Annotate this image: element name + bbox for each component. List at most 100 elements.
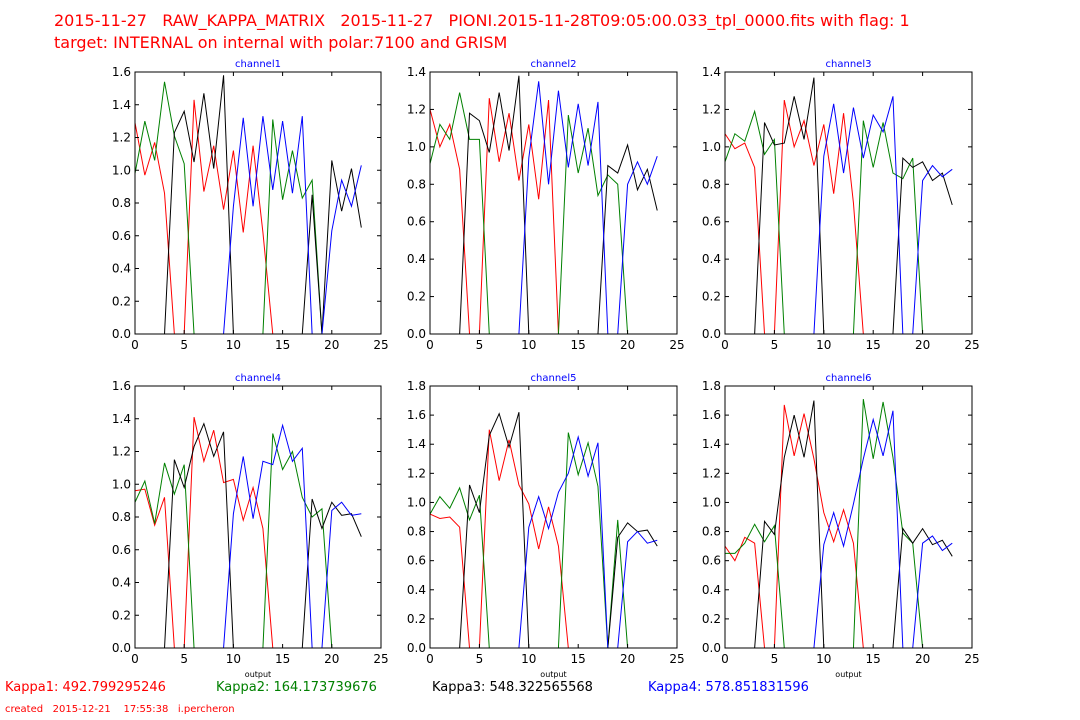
chart-channel4: channel4 0 5 10 15 20 25 0.0 0.2 0.4 0.6 0.8 1.0 1.2 1…	[112, 373, 389, 679]
x-tick-label: 15	[275, 652, 290, 666]
x-tick-label: 10	[816, 652, 831, 666]
y-tick-label: 0.2	[112, 608, 131, 622]
x-tick-label: 25	[373, 652, 388, 666]
y-tick-label: 0.2	[702, 290, 721, 304]
x-tick-label: 10	[521, 652, 536, 666]
x-tick-label: 0	[426, 652, 434, 666]
y-tick-label: 1.2	[702, 102, 721, 116]
y-tick-label: 1.2	[702, 466, 721, 480]
y-tick-label: 1.6	[112, 379, 131, 393]
x-tick-label: 25	[669, 338, 684, 352]
x-tick-label: 25	[964, 652, 979, 666]
series-line-red	[429, 429, 658, 649]
y-tick-label: 0.2	[407, 290, 426, 304]
y-tick-label: 0.8	[702, 177, 721, 191]
x-tick-label: 10	[521, 338, 536, 352]
x-tick-label: 0	[131, 652, 139, 666]
kappa1-value: Kappa1: 492.799295246	[5, 680, 166, 695]
series-line-blue	[135, 423, 362, 649]
y-tick-label: 1.4	[407, 65, 426, 79]
plot-frame	[429, 385, 678, 649]
x-axis-label: output	[835, 670, 861, 679]
series-line-black	[725, 77, 953, 335]
series-line-red	[134, 417, 362, 649]
y-tick-label: 1.0	[407, 140, 426, 154]
y-tick-label: 1.0	[407, 495, 426, 509]
y-tick-label: 1.2	[407, 466, 426, 480]
x-tick-label: 5	[771, 338, 779, 352]
chart-channel5: channel5 0 5 10 15 20 25 0.0 0.2 0.4 0.6 0.8 1.0 1.2 1…	[407, 373, 685, 679]
series-line-black	[135, 75, 362, 335]
x-tick-label: 25	[964, 338, 979, 352]
y-tick-label: 1.6	[702, 408, 721, 422]
y-tick-label: 0.4	[407, 252, 426, 266]
x-tick-label: 0	[426, 338, 434, 352]
plot-frame	[724, 71, 973, 335]
report-header-line1: 2015-11-27 RAW_KAPPA_MATRIX 2015-11-27 P…	[54, 11, 910, 30]
y-tick-label: 0.6	[702, 215, 721, 229]
chart-title: channel5	[531, 373, 577, 384]
y-tick-label: 0.4	[407, 583, 426, 597]
y-tick-label: 0.8	[112, 196, 131, 210]
y-tick-label: 1.2	[112, 445, 131, 459]
x-tick-label: 5	[180, 338, 188, 352]
chart-title: channel3	[826, 59, 872, 70]
x-tick-label: 20	[915, 338, 930, 352]
y-tick-label: 1.8	[702, 379, 721, 393]
chart-title: channel6	[826, 373, 872, 384]
y-tick-label: 0.0	[407, 327, 426, 341]
series-line-blue	[135, 116, 362, 335]
x-tick-label: 25	[373, 338, 388, 352]
y-tick-label: 0.4	[112, 262, 131, 276]
y-tick-label: 0.0	[702, 327, 721, 341]
x-axis-label: output	[540, 670, 566, 679]
series-line-blue	[430, 434, 658, 649]
y-tick-label: 0.2	[407, 612, 426, 626]
y-tick-label: 0.8	[407, 525, 426, 539]
y-tick-label: 1.8	[407, 379, 426, 393]
y-tick-label: 1.0	[112, 477, 131, 491]
y-tick-label: 0.4	[702, 252, 721, 266]
y-tick-label: 0.6	[407, 215, 426, 229]
x-tick-label: 20	[324, 652, 339, 666]
report-header-line2: target: INTERNAL on internal with polar:…	[54, 33, 508, 52]
kappa2-value: Kappa2: 164.173739676	[216, 680, 377, 695]
y-tick-label: 1.2	[112, 131, 131, 145]
chart-title: channel1	[235, 59, 281, 70]
y-tick-label: 0.6	[112, 229, 131, 243]
x-tick-label: 20	[620, 652, 635, 666]
y-tick-label: 0.6	[407, 554, 426, 568]
x-tick-label: 20	[915, 652, 930, 666]
y-tick-label: 0.8	[112, 510, 131, 524]
plot-frame	[724, 385, 973, 649]
x-tick-label: 10	[816, 338, 831, 352]
y-tick-label: 0.2	[112, 294, 131, 308]
chart-title: channel4	[235, 373, 281, 384]
y-tick-label: 1.6	[407, 408, 426, 422]
y-tick-label: 1.4	[112, 98, 131, 112]
series-line-green	[429, 432, 658, 649]
x-tick-label: 0	[131, 338, 139, 352]
kappa3-value: Kappa3: 548.322565568	[432, 680, 593, 695]
x-tick-label: 15	[866, 338, 881, 352]
series-line-red	[134, 99, 362, 335]
x-tick-label: 15	[571, 338, 586, 352]
y-tick-label: 1.0	[702, 495, 721, 509]
y-tick-label: 1.4	[407, 437, 426, 451]
plot-frame	[429, 71, 678, 335]
y-tick-label: 0.0	[112, 641, 131, 655]
x-tick-label: 20	[324, 338, 339, 352]
y-tick-label: 0.6	[702, 554, 721, 568]
y-tick-label: 0.4	[112, 576, 131, 590]
y-tick-label: 0.0	[702, 641, 721, 655]
y-tick-label: 1.0	[702, 140, 721, 154]
y-tick-label: 0.8	[702, 525, 721, 539]
chart-channel3: channel3 0 5 10 15 20 25 0.0 0.2 0.4 0.6 0.8 1.0 1.2 1…	[702, 59, 980, 352]
series-line-red	[724, 404, 953, 649]
x-tick-label: 15	[571, 652, 586, 666]
x-tick-label: 5	[771, 652, 779, 666]
x-tick-label: 20	[620, 338, 635, 352]
x-tick-label: 25	[669, 652, 684, 666]
y-tick-label: 0.4	[702, 583, 721, 597]
y-tick-label: 0.2	[702, 612, 721, 626]
